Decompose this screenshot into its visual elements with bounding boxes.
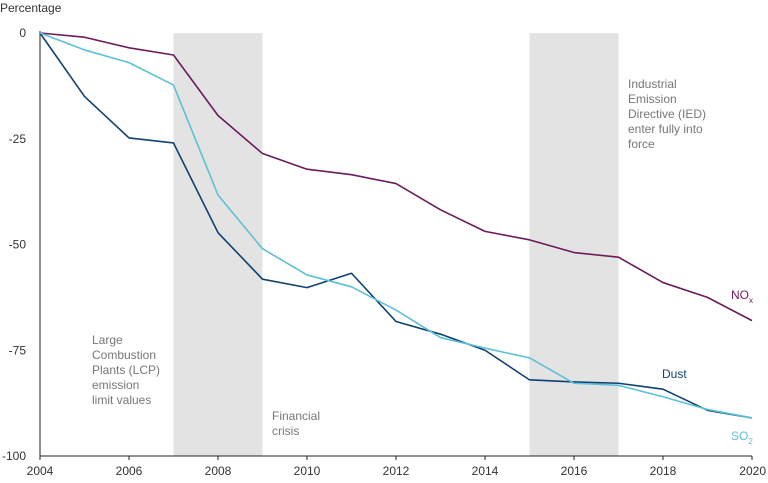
x-tick-label: 2006 [116,464,143,478]
annotation-line: Industrial [628,77,677,91]
annotation-line: Large [92,333,123,347]
series-label-1: NOx [731,288,753,305]
y-tick-label: -100 [2,449,26,463]
x-tick-labels: 2004 2006 2008 2010 2012 2014 2016 2018 2020 [27,456,766,478]
annotation-line: crisis [272,424,299,438]
annotation-line: Plants (LCP) [92,363,160,377]
annotation-line: force [628,137,655,151]
x-tick-label: 2004 [27,464,54,478]
series-label-name: NO [731,288,749,302]
series-label-subscript: x [749,296,753,305]
annotation-line: Financial [272,409,320,423]
x-tick-label: 2008 [205,464,232,478]
series-label-subscript: 2 [748,437,753,446]
annotation-line: Combustion [92,348,156,362]
x-tick-label: 2010 [294,464,321,478]
annotation-line: Directive (IED) [628,107,706,121]
y-tick-labels: 0 -25 -50 -75 -100 [2,26,26,463]
annotation-line: Emission [628,92,677,106]
series-line-3 [39,32,753,419]
y-tick-label: -25 [9,132,27,146]
y-tick-label: 0 [19,26,26,40]
series-line-2 [39,32,753,419]
annotation-line: enter fully into [628,122,703,136]
x-tick-label: 2020 [739,464,766,478]
y-axis-label: Percentage [0,1,62,15]
shaded-period-1 [173,33,263,456]
x-tick-label: 2016 [561,464,588,478]
y-tick-label: -75 [9,343,27,357]
annotation-2: Financial crisis [272,409,320,438]
series-labels: NOx Dust SO2 [662,288,753,446]
x-tick-label: 2018 [650,464,677,478]
y-tick-label: -50 [9,238,27,252]
annotation-1: Large Combustion Plants (LCP) emission limit… [92,333,160,407]
annotations: Large Combustion Plants (LCP) emission limit… [92,77,706,438]
shaded-period-2 [529,33,619,456]
annotation-line: limit values [92,393,151,407]
series-label-2: Dust [662,367,687,381]
x-tick-label: 2012 [383,464,410,478]
series-lines [39,32,753,419]
series-label-name: Dust [662,367,687,381]
series-label-name: SO [731,429,748,443]
x-tick-label: 2014 [472,464,499,478]
annotation-line: emission [92,378,139,392]
series-line-1 [39,32,753,322]
shaded-periods [173,33,619,456]
annotation-3: Industrial Emission Directive (IED) enter f… [628,77,706,151]
series-label-3: SO2 [731,429,753,446]
